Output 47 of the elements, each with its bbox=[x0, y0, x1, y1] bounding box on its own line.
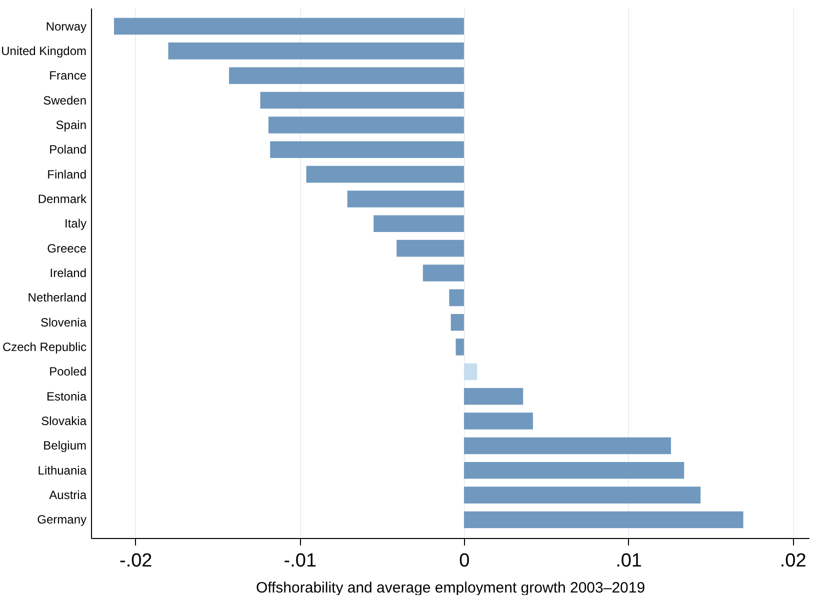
bar bbox=[396, 240, 464, 257]
y-tick-label: Sweden bbox=[43, 93, 86, 108]
bar bbox=[464, 511, 744, 528]
bar bbox=[464, 486, 701, 504]
y-tick-label: Austria bbox=[49, 488, 87, 502]
y-tick-label: Czech Republic bbox=[2, 340, 86, 354]
bar bbox=[260, 92, 464, 109]
y-tick-label: Greece bbox=[47, 241, 87, 256]
bar bbox=[306, 166, 464, 183]
y-tick-label: Poland bbox=[49, 142, 86, 157]
y-tick-label: Slovakia bbox=[41, 414, 87, 428]
bar bbox=[464, 437, 671, 454]
bar bbox=[464, 363, 478, 380]
y-tick-label: Estonia bbox=[46, 389, 87, 404]
bar bbox=[229, 67, 464, 84]
bar bbox=[168, 42, 464, 60]
bar bbox=[268, 116, 464, 134]
bar bbox=[347, 190, 464, 208]
y-tick-label: Finland bbox=[47, 167, 86, 182]
y-tick-label: Denmark bbox=[38, 192, 88, 206]
x-tick-label: -.01 bbox=[284, 550, 317, 572]
bar bbox=[270, 141, 464, 158]
x-tick-label: 0 bbox=[459, 550, 470, 572]
x-tick-label: .01 bbox=[616, 550, 642, 572]
bar bbox=[456, 338, 464, 356]
bar bbox=[114, 18, 464, 35]
bar bbox=[464, 462, 684, 479]
y-tick-label: France bbox=[49, 68, 87, 83]
y-tick-label: Spain bbox=[56, 118, 86, 132]
bar bbox=[422, 264, 464, 282]
bar bbox=[449, 289, 464, 306]
y-tick-label: Norway bbox=[46, 19, 86, 34]
bar bbox=[464, 412, 533, 430]
bar bbox=[450, 314, 464, 331]
y-tick-label: Pooled bbox=[49, 364, 86, 379]
bar bbox=[464, 388, 524, 405]
y-tick-label: Germany bbox=[37, 512, 86, 527]
y-tick-label: Ireland bbox=[50, 266, 86, 280]
bar bbox=[374, 215, 464, 232]
y-tick-label: Netherland bbox=[28, 290, 86, 305]
y-tick-label: Italy bbox=[64, 216, 86, 231]
x-tick-label: -.02 bbox=[119, 550, 152, 572]
y-tick-label: United Kingdom bbox=[1, 44, 86, 58]
y-tick-label: Belgium bbox=[43, 438, 86, 453]
x-tick-label: .02 bbox=[780, 550, 806, 572]
y-tick-label: Slovenia bbox=[40, 315, 87, 330]
y-tick-label: Lithuania bbox=[38, 463, 87, 478]
